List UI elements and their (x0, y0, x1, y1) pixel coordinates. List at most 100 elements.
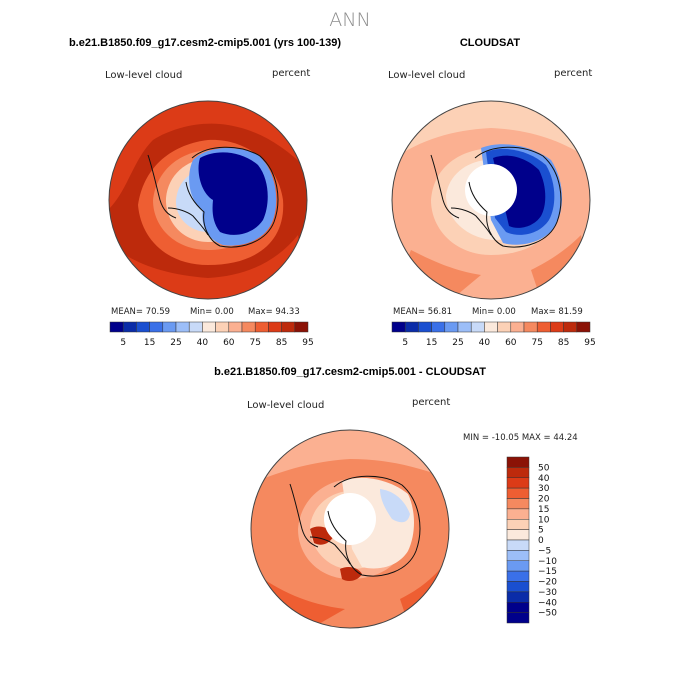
colorbar-tick-label: 40 (197, 338, 209, 348)
colorbar-tick-label: 10 (538, 515, 550, 525)
colorbar-tick-label: 95 (584, 338, 595, 348)
colorbar-model: 5 15 25 40 60 75 85 95 (109, 321, 314, 348)
colorbar-tick-label: 25 (452, 338, 463, 348)
colorbar-tick-label: 60 (223, 338, 235, 348)
colorbar-swatch (506, 550, 530, 561)
colorbar-tick-label: 15 (144, 338, 155, 348)
page-title: ANN (329, 9, 371, 31)
colorbar-swatch (136, 321, 150, 333)
colorbar-swatch (497, 321, 512, 333)
colorbar-swatch (506, 602, 530, 613)
colorbar-swatch (506, 456, 530, 468)
colorbar-swatch (506, 477, 530, 489)
colorbar-swatch (506, 508, 530, 520)
colorbar-swatch (506, 570, 530, 582)
colorbar-swatch (506, 612, 530, 624)
colorbar-swatch (254, 321, 269, 333)
panel-units-label: percent (272, 68, 311, 79)
colorbar-swatch (281, 321, 296, 333)
colorbar-tick-label: 5 (402, 338, 408, 348)
colorbar-swatch (188, 321, 203, 333)
colorbar-swatch (506, 487, 530, 499)
colorbar-swatch (506, 498, 530, 510)
map-cloudsat (391, 100, 591, 300)
colorbar-swatch (563, 321, 578, 333)
colorbar-tick-label: 25 (170, 338, 181, 348)
panel-title-cloudsat: CLOUDSAT (459, 37, 521, 49)
colorbar-swatch (109, 321, 124, 333)
colorbar-tick-label: 50 (538, 463, 550, 473)
colorbar-tick-label: 40 (479, 338, 491, 348)
colorbar-swatch (404, 321, 419, 333)
panel-units-label: percent (412, 397, 451, 408)
colorbar-tick-label: 60 (505, 338, 517, 348)
colorbar-swatch (457, 321, 472, 333)
colorbar-tick-label: −5 (538, 546, 551, 556)
colorbar-tick-label: 5 (120, 338, 126, 348)
colorbar-swatch (162, 321, 177, 333)
stat-mean: MEAN= 56.81 (393, 307, 453, 317)
colorbar-tick-label: 40 (538, 474, 550, 484)
colorbar-swatch (523, 321, 538, 333)
stat-min-max: MIN = -10.05 MAX = 44.24 (463, 433, 578, 443)
colorbar-swatch (484, 321, 498, 333)
colorbar-swatch (444, 321, 459, 333)
colorbar-tick-label: 95 (302, 338, 313, 348)
colorbar-swatch (536, 321, 551, 333)
colorbar-tick-label: 0 (538, 536, 544, 546)
colorbar-tick-label: −50 (538, 609, 557, 619)
colorbar-swatch (506, 467, 530, 478)
colorbar-tick-label: 75 (249, 338, 260, 348)
colorbar-tick-label: 15 (426, 338, 437, 348)
colorbar-tick-label: 85 (558, 338, 569, 348)
colorbar-tick-label: −30 (538, 588, 557, 598)
colorbar-cloudsat: 5 15 25 40 60 75 85 95 (391, 321, 596, 348)
stat-max: Max= 81.59 (531, 307, 583, 317)
colorbar-swatch (391, 321, 406, 333)
colorbar-swatch (228, 321, 243, 333)
colorbar-swatch (506, 519, 530, 530)
colorbar-swatch (294, 321, 309, 333)
colorbar-swatch (175, 321, 190, 333)
panel-units-label: percent (554, 68, 593, 79)
colorbar-tick-label: −10 (538, 557, 557, 567)
colorbar-swatch (506, 591, 530, 603)
colorbar-tick-label: 75 (531, 338, 542, 348)
colorbar-swatch (576, 321, 591, 333)
colorbar-swatch (215, 321, 230, 333)
colorbar-tick-label: −40 (538, 598, 557, 608)
stat-min: Min= 0.00 (190, 307, 234, 317)
panel-title-difference: b.e21.B1850.f09_g17.cesm2-cmip5.001 - CL… (214, 366, 486, 378)
colorbar-tick-label: −15 (538, 567, 557, 577)
panel-variable-label: Low-level cloud (388, 70, 466, 81)
colorbar-tick-label: −20 (538, 578, 557, 588)
colorbar-swatch (550, 321, 564, 333)
colorbar-swatch (431, 321, 446, 333)
colorbar-swatch (149, 321, 164, 333)
colorbar-swatch (202, 321, 216, 333)
panel-variable-label: Low-level cloud (247, 400, 325, 411)
colorbar-swatch (506, 529, 530, 541)
colorbar-tick-label: 5 (538, 526, 544, 536)
colorbar-swatch (268, 321, 282, 333)
colorbar-tick-label: 20 (538, 495, 550, 505)
colorbar-swatch (506, 560, 530, 572)
colorbar-swatch (241, 321, 256, 333)
colorbar-swatch (122, 321, 137, 333)
map-difference (250, 429, 450, 629)
colorbar-tick-label: 15 (538, 505, 549, 515)
colorbar-swatch (506, 539, 530, 551)
stat-mean: MEAN= 70.59 (111, 307, 171, 317)
colorbar-swatch (470, 321, 485, 333)
panel-title-model: b.e21.B1850.f09_g17.cesm2-cmip5.001 (yrs… (68, 37, 342, 49)
colorbar-swatch (418, 321, 432, 333)
map-model (108, 100, 308, 300)
colorbar-swatch (506, 581, 530, 593)
colorbar-tick-label: 30 (538, 484, 550, 494)
colorbar-swatch (510, 321, 525, 333)
stat-min: Min= 0.00 (472, 307, 516, 317)
colorbar-tick-label: 85 (276, 338, 287, 348)
panel-variable-label: Low-level cloud (105, 70, 183, 81)
stat-max: Max= 94.33 (248, 307, 300, 317)
